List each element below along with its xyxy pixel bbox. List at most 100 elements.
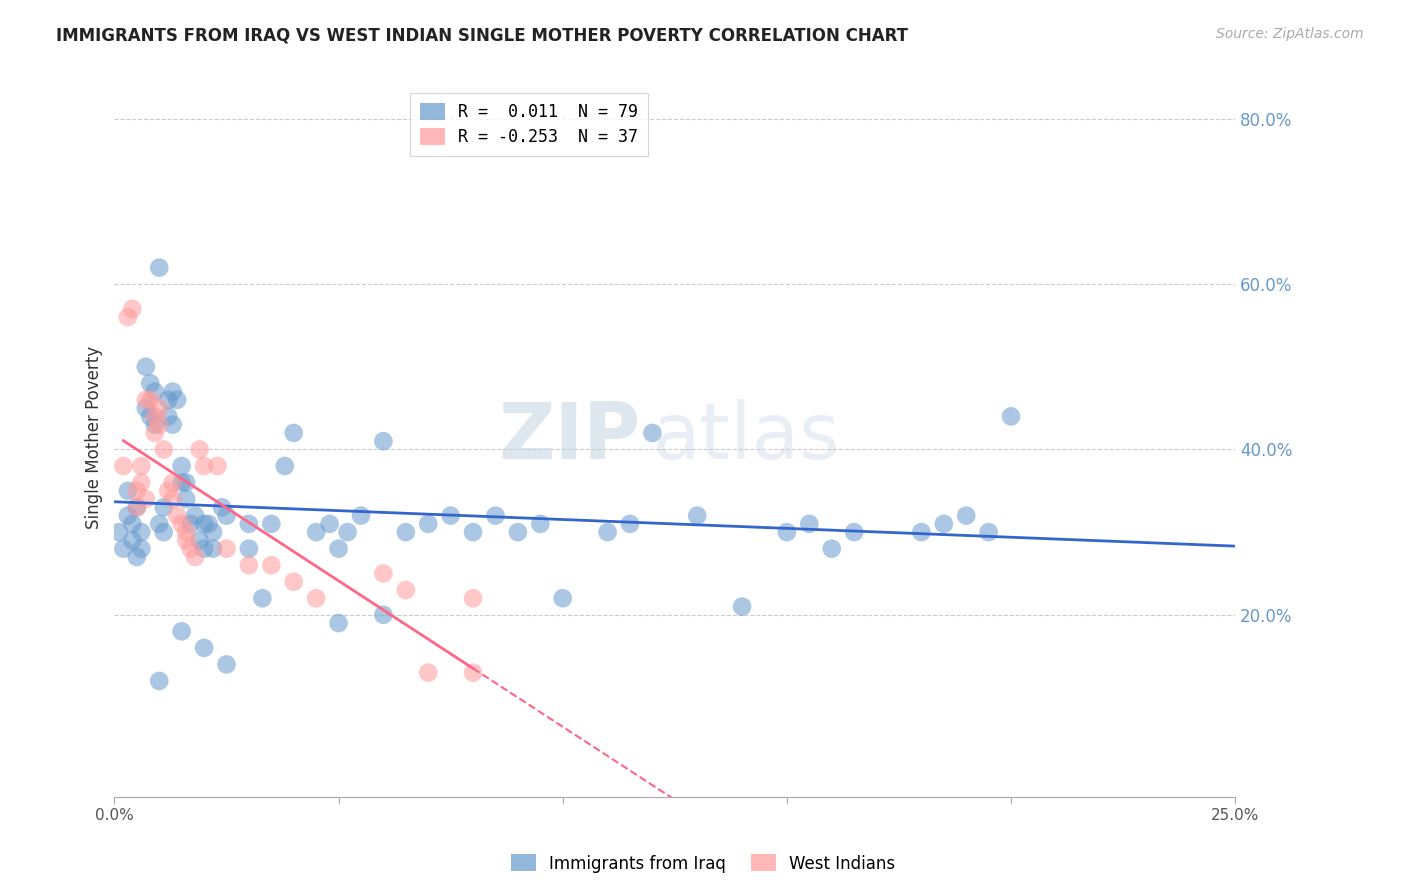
Point xyxy=(484,508,506,523)
Point xyxy=(143,384,166,399)
Point xyxy=(202,541,225,556)
Point xyxy=(108,525,131,540)
Point xyxy=(418,665,440,680)
Point xyxy=(125,500,148,515)
Point xyxy=(373,607,395,622)
Point xyxy=(117,508,139,523)
Point xyxy=(125,483,148,498)
Point xyxy=(143,417,166,432)
Point xyxy=(461,525,484,540)
Text: atlas: atlas xyxy=(652,399,839,475)
Point xyxy=(274,458,297,473)
Point xyxy=(157,483,180,498)
Point xyxy=(188,442,211,457)
Point xyxy=(328,616,350,631)
Point xyxy=(318,516,340,531)
Point xyxy=(283,425,305,440)
Point xyxy=(180,516,202,531)
Point xyxy=(238,541,260,556)
Text: Source: ZipAtlas.com: Source: ZipAtlas.com xyxy=(1216,27,1364,41)
Point xyxy=(373,434,395,449)
Point xyxy=(283,574,305,589)
Point xyxy=(506,525,529,540)
Point xyxy=(135,392,157,407)
Point xyxy=(174,525,197,540)
Point xyxy=(131,525,153,540)
Point xyxy=(180,541,202,556)
Point xyxy=(260,516,283,531)
Point xyxy=(152,525,174,540)
Text: ZIP: ZIP xyxy=(499,399,641,475)
Point xyxy=(152,442,174,457)
Point xyxy=(125,500,148,515)
Point xyxy=(166,508,188,523)
Point xyxy=(162,475,184,490)
Point xyxy=(776,525,799,540)
Point xyxy=(686,508,709,523)
Point xyxy=(336,525,359,540)
Point xyxy=(148,401,170,416)
Point xyxy=(139,376,162,391)
Point xyxy=(418,516,440,531)
Point xyxy=(135,491,157,506)
Point xyxy=(955,508,977,523)
Point xyxy=(842,525,865,540)
Point xyxy=(551,591,574,606)
Point xyxy=(184,508,207,523)
Point xyxy=(188,533,211,548)
Point xyxy=(117,483,139,498)
Point xyxy=(170,458,193,473)
Point xyxy=(148,516,170,531)
Point xyxy=(596,525,619,540)
Point xyxy=(350,508,373,523)
Point xyxy=(174,475,197,490)
Point xyxy=(238,516,260,531)
Point xyxy=(193,516,215,531)
Point xyxy=(305,525,328,540)
Text: IMMIGRANTS FROM IRAQ VS WEST INDIAN SINGLE MOTHER POVERTY CORRELATION CHART: IMMIGRANTS FROM IRAQ VS WEST INDIAN SING… xyxy=(56,27,908,45)
Point xyxy=(174,491,197,506)
Point xyxy=(112,541,135,556)
Point xyxy=(731,599,754,614)
Point xyxy=(131,541,153,556)
Point xyxy=(170,475,193,490)
Point xyxy=(193,541,215,556)
Point xyxy=(152,500,174,515)
Point xyxy=(197,516,219,531)
Point xyxy=(166,392,188,407)
Point xyxy=(193,640,215,655)
Point xyxy=(395,582,418,597)
Point xyxy=(125,549,148,564)
Point xyxy=(529,516,551,531)
Point xyxy=(202,525,225,540)
Point xyxy=(215,508,238,523)
Point xyxy=(305,591,328,606)
Point xyxy=(207,458,229,473)
Point xyxy=(193,458,215,473)
Point xyxy=(211,500,233,515)
Point xyxy=(373,566,395,581)
Point xyxy=(148,673,170,688)
Point xyxy=(131,458,153,473)
Legend: R =  0.011  N = 79, R = -0.253  N = 37: R = 0.011 N = 79, R = -0.253 N = 37 xyxy=(411,93,648,156)
Legend: Immigrants from Iraq, West Indians: Immigrants from Iraq, West Indians xyxy=(503,847,903,880)
Point xyxy=(112,458,135,473)
Point xyxy=(238,558,260,573)
Point xyxy=(184,549,207,564)
Point xyxy=(215,541,238,556)
Point xyxy=(162,417,184,432)
Point xyxy=(799,516,821,531)
Point xyxy=(148,417,170,432)
Point xyxy=(170,516,193,531)
Point xyxy=(162,384,184,399)
Point xyxy=(641,425,664,440)
Point xyxy=(461,591,484,606)
Point xyxy=(157,392,180,407)
Point xyxy=(174,533,197,548)
Point xyxy=(252,591,274,606)
Point xyxy=(148,260,170,275)
Point xyxy=(1000,409,1022,424)
Point xyxy=(461,665,484,680)
Point xyxy=(170,624,193,639)
Point xyxy=(440,508,463,523)
